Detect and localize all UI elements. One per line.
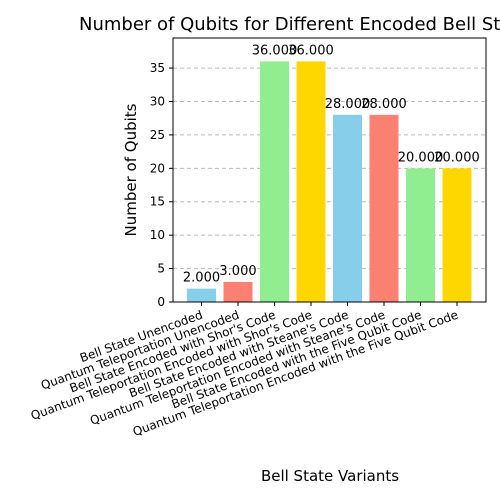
y-tick-label: 20 [150,161,165,175]
bar [442,168,472,302]
y-tick-label: 5 [157,262,165,276]
bars [187,61,472,303]
bar [187,288,216,302]
y-tick-label: 15 [150,195,165,209]
chart-title: Number of Qubits for Different Encoded B… [79,14,500,35]
y-tick-label: 35 [150,61,165,75]
bar-value-label: 36.000 [288,43,334,58]
bar-value-label: 28.000 [325,97,371,112]
bar [260,61,289,302]
bar [333,114,362,303]
y-tick-label: 30 [150,94,165,108]
bar-value-label: 2.000 [183,271,220,286]
bar-value-label: 36.000 [252,43,298,58]
y-tick-label: 0 [157,295,165,309]
bar [223,281,253,302]
x-axis-label: Bell State Variants [261,467,399,485]
bar [296,61,326,302]
bar-value-label: 3.000 [219,264,256,279]
grid-lines [173,67,486,270]
plot-frame [172,37,487,303]
y-tick-label: 25 [150,128,165,142]
bar-value-label: 28.000 [361,97,407,112]
bar [369,114,399,303]
bar-value-label: 20.000 [434,150,480,165]
bar-value-label: 20.000 [398,150,444,165]
y-axis-label: Number of Qubits [122,103,140,236]
y-axis-ticks: 0 5 10 15 20 25 30 35 [150,61,173,309]
bar [406,168,435,302]
y-tick-label: 10 [150,228,165,242]
